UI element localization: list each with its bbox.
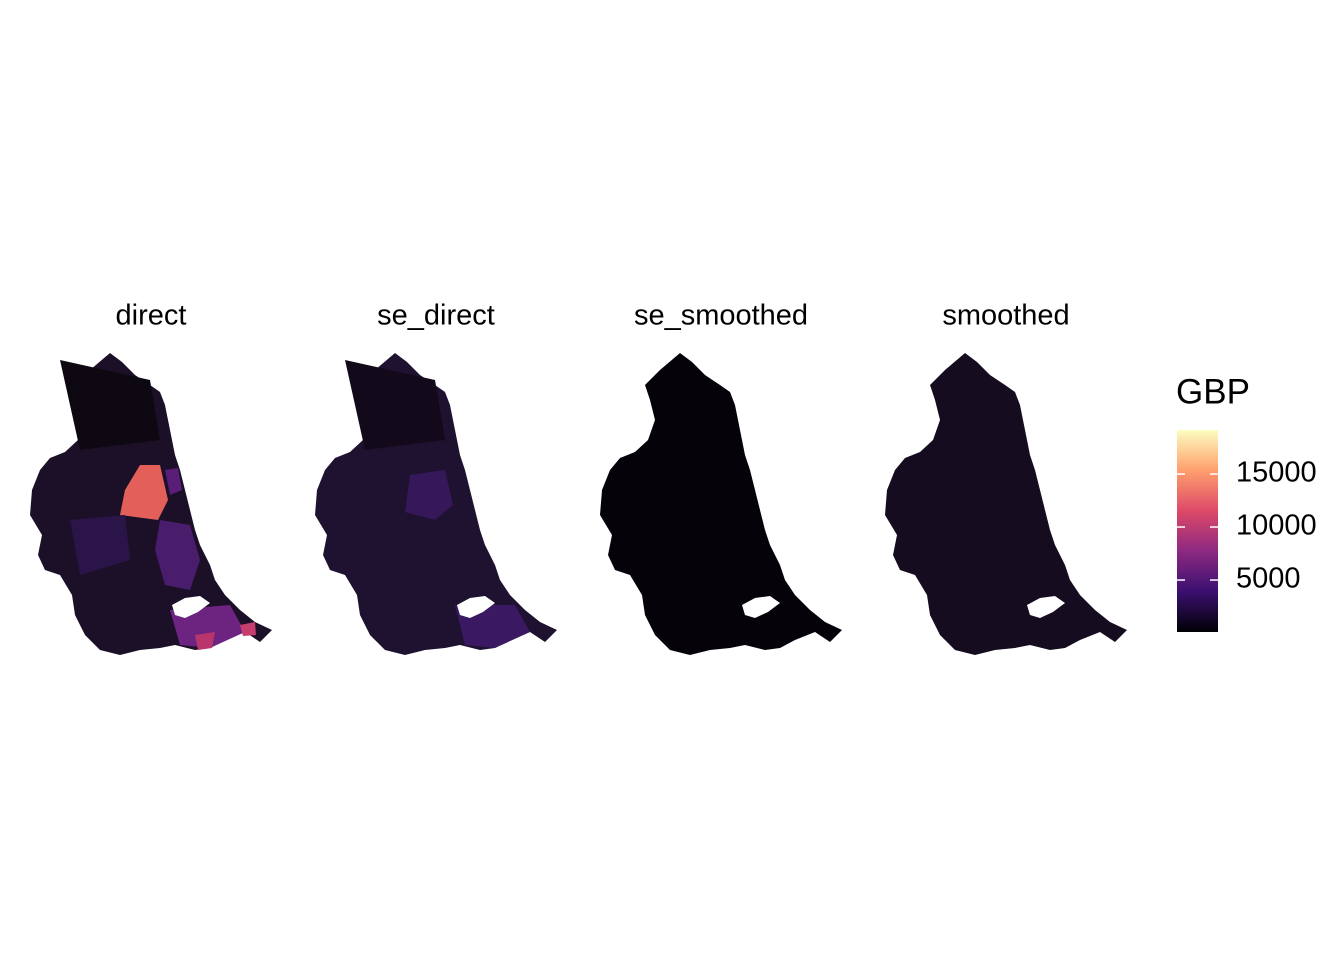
legend: GBP 5000 10000 15000 (1176, 372, 1317, 632)
map-panel: se_direct (315, 300, 557, 655)
map-region (405, 470, 453, 520)
legend-label: 15000 (1236, 457, 1317, 489)
legend-title: GBP (1176, 372, 1250, 411)
map-panel: direct (30, 300, 272, 655)
map-region (120, 465, 168, 520)
panel-title: se_smoothed (634, 300, 808, 332)
panel-title: direct (116, 300, 187, 332)
color-bar (1177, 430, 1218, 632)
map-region (60, 360, 160, 450)
map-region (70, 515, 130, 575)
panel-title: smoothed (942, 300, 1069, 332)
map-region (600, 353, 842, 655)
map-panel: smoothed (885, 300, 1127, 655)
map-region (345, 360, 445, 450)
map-region (195, 632, 215, 650)
map-region (885, 353, 1127, 655)
map-panel: se_smoothed (600, 300, 842, 655)
legend-label: 5000 (1236, 563, 1301, 595)
legend-label: 10000 (1236, 510, 1317, 542)
map-region (240, 622, 256, 636)
panel-title: se_direct (377, 300, 495, 332)
map-region (155, 520, 200, 590)
map-region (165, 468, 182, 495)
